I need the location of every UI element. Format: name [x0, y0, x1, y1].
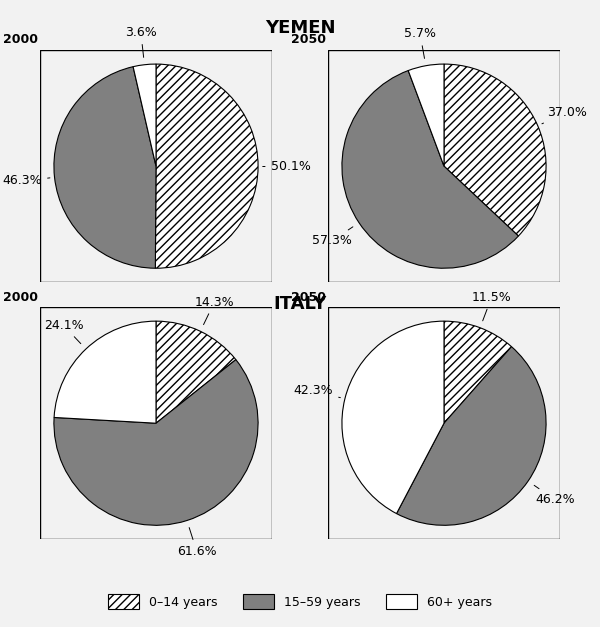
Text: 14.3%: 14.3% [194, 295, 234, 325]
Bar [328, 50, 560, 282]
Wedge shape [342, 321, 444, 514]
Wedge shape [342, 71, 518, 268]
Wedge shape [54, 360, 258, 525]
Text: 42.3%: 42.3% [293, 384, 340, 398]
Text: 2050: 2050 [291, 290, 326, 303]
Wedge shape [444, 64, 546, 236]
Text: 50.1%: 50.1% [263, 160, 310, 173]
Text: 3.6%: 3.6% [125, 26, 157, 57]
Text: 24.1%: 24.1% [44, 319, 83, 344]
Text: 46.2%: 46.2% [534, 485, 575, 506]
Wedge shape [444, 321, 512, 423]
Text: 5.7%: 5.7% [404, 27, 436, 58]
Text: 61.6%: 61.6% [177, 527, 217, 558]
Text: 37.0%: 37.0% [542, 106, 587, 124]
Text: YEMEN: YEMEN [265, 19, 335, 37]
Wedge shape [155, 64, 258, 268]
Text: 46.3%: 46.3% [2, 174, 50, 187]
Text: ITALY: ITALY [274, 295, 326, 313]
Text: 2050: 2050 [291, 33, 326, 46]
Text: 11.5%: 11.5% [472, 291, 511, 321]
Bar [40, 50, 272, 282]
Wedge shape [54, 66, 156, 268]
Wedge shape [408, 64, 444, 166]
Bar [328, 307, 560, 539]
Legend: 0–14 years, 15–59 years, 60+ years: 0–14 years, 15–59 years, 60+ years [103, 589, 497, 614]
Wedge shape [54, 321, 156, 423]
Wedge shape [156, 321, 236, 423]
Bar [40, 307, 272, 539]
Text: 2000: 2000 [3, 33, 38, 46]
Wedge shape [133, 64, 156, 166]
Text: 57.3%: 57.3% [312, 227, 353, 247]
Text: 2000: 2000 [3, 290, 38, 303]
Wedge shape [397, 347, 546, 525]
